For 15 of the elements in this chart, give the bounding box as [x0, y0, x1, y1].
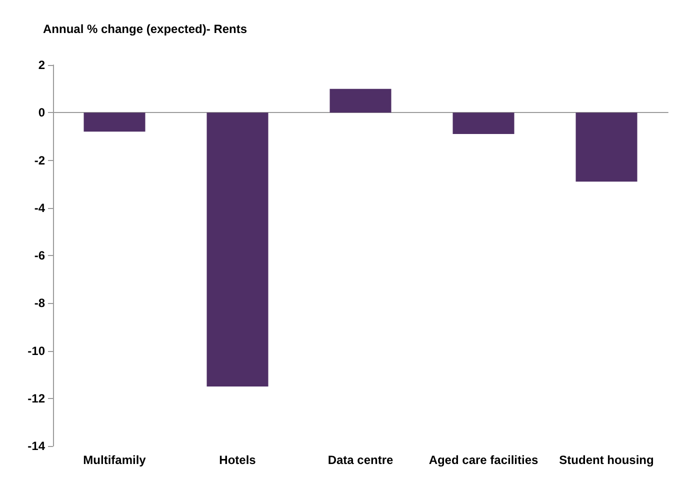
y-tick-label: 0: [38, 106, 46, 120]
y-tick-label: 2: [38, 58, 46, 72]
y-tick-label: -4: [34, 200, 46, 215]
y-tick-label: -12: [28, 391, 46, 406]
chart-title: Annual % change (expected)- Rents: [43, 22, 248, 36]
x-tick-label: Hotels: [219, 453, 256, 467]
y-tick-label: -8: [34, 296, 46, 310]
y-tick-label: -6: [34, 248, 46, 262]
y-tick-label: -2: [34, 153, 46, 168]
x-tick-label: Multifamily: [83, 453, 146, 467]
y-tick-label: -10: [28, 344, 46, 358]
x-tick-label: Aged care facilities: [428, 453, 539, 467]
x-tick-label: Student housing: [559, 453, 654, 467]
x-tick-label: Data centre: [328, 453, 394, 467]
y-tick-label: -14: [28, 439, 46, 453]
